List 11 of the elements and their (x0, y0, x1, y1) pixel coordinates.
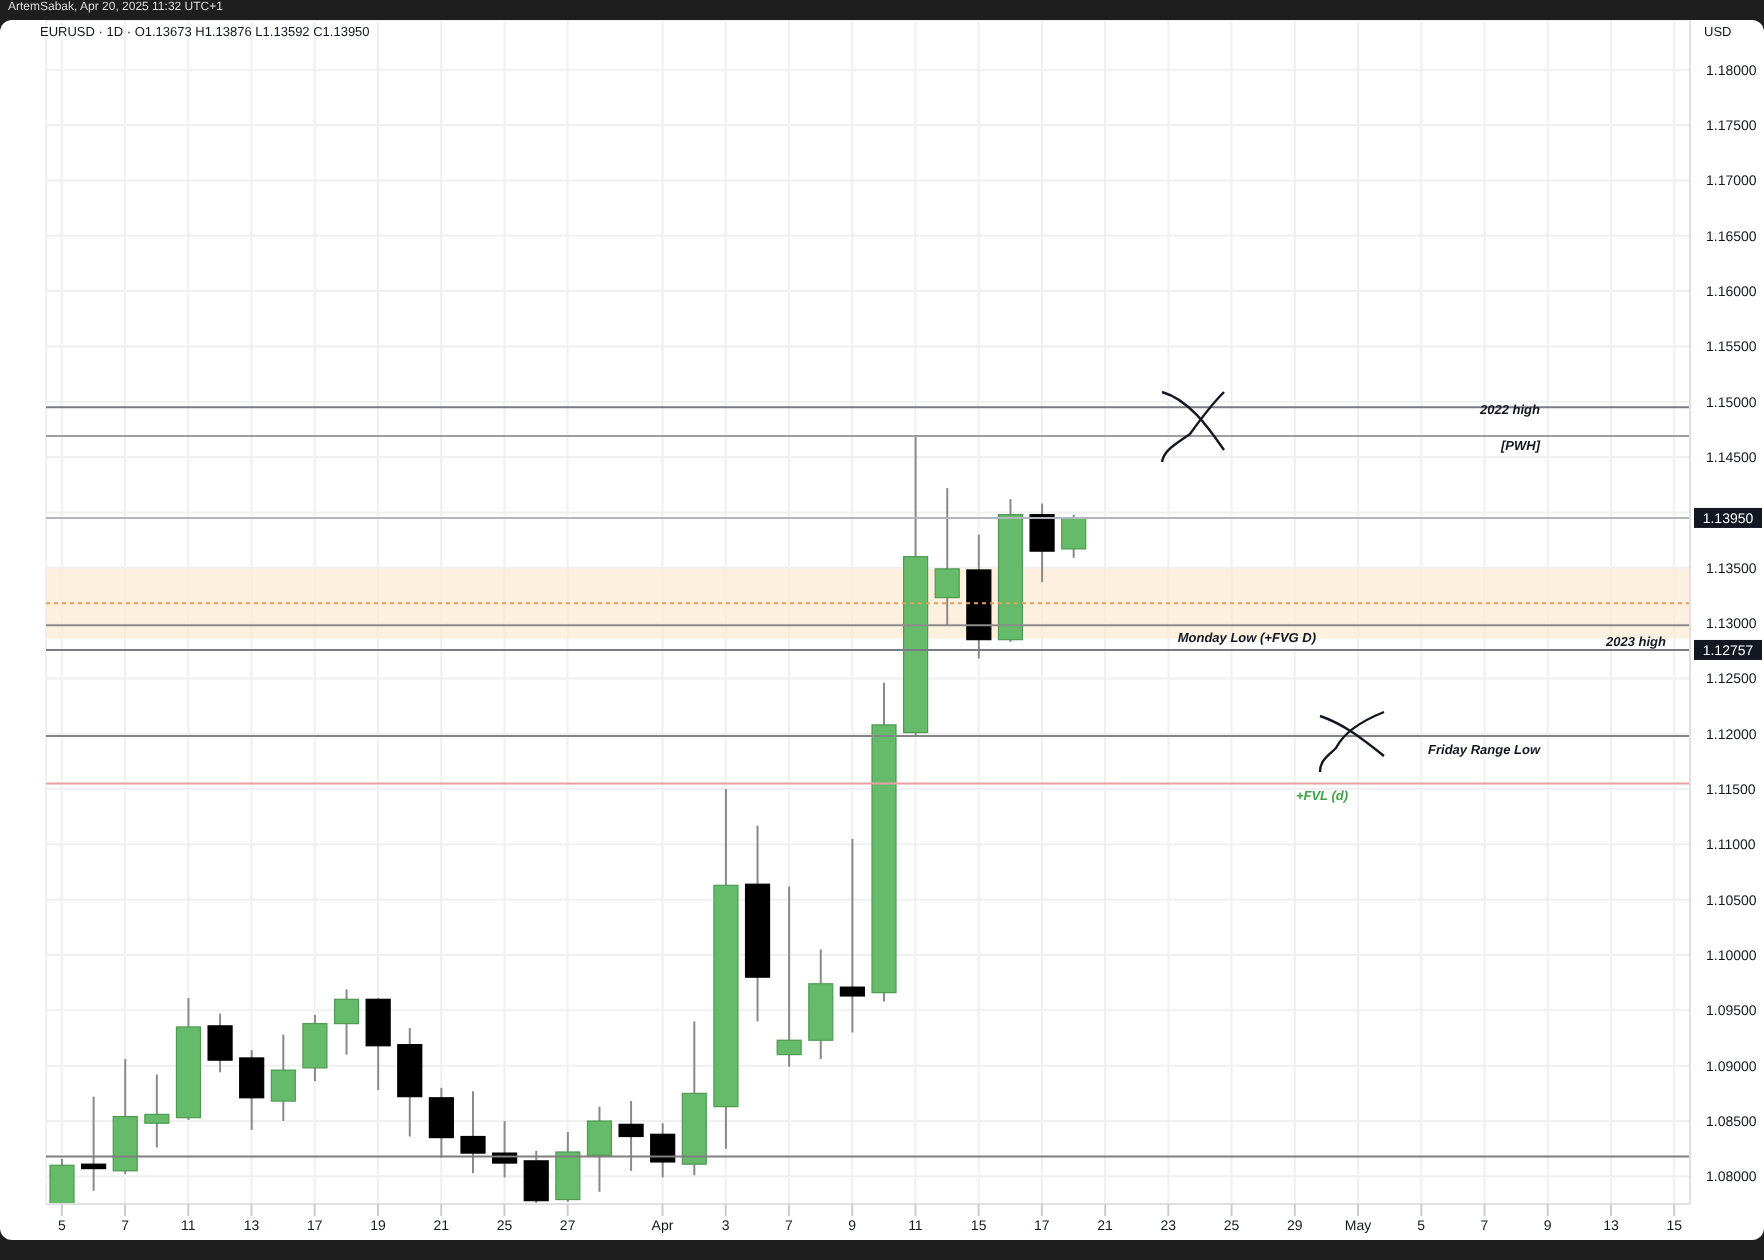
candlestick (302, 1013, 328, 1083)
candlestick (207, 1012, 233, 1074)
candlestick (365, 997, 391, 1092)
candlestick (839, 837, 865, 1034)
candlestick (270, 1033, 296, 1123)
candlestick (239, 1049, 265, 1131)
candlestick (776, 885, 802, 1068)
candlestick (1061, 513, 1087, 559)
candlestick (333, 988, 360, 1056)
candlestick (144, 1073, 170, 1149)
candlestick (1029, 502, 1055, 584)
